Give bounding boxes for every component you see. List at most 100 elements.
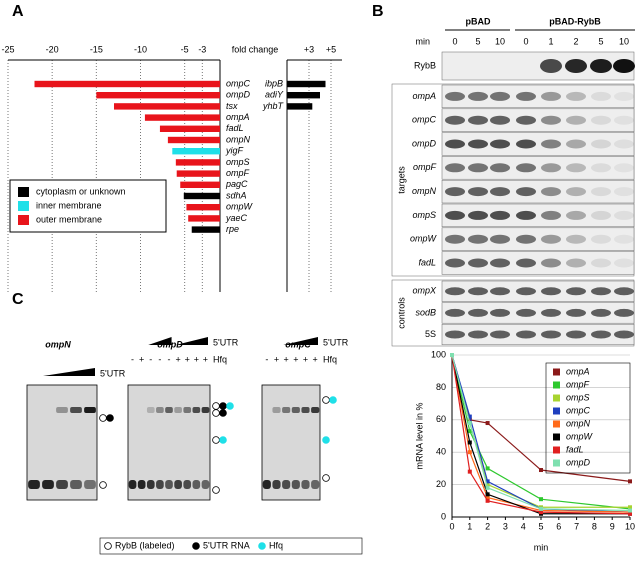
category-label: sdhA: [226, 190, 247, 200]
marker: [467, 440, 472, 445]
bar: [144, 114, 220, 121]
band: [590, 59, 612, 73]
band: [156, 407, 164, 413]
band: [56, 407, 68, 413]
marker: [467, 469, 472, 474]
axis-title: mRNA level in %: [414, 402, 424, 469]
marker: [485, 466, 490, 471]
marker: [539, 510, 543, 515]
band: [201, 480, 210, 489]
band: [262, 480, 271, 489]
band: [614, 330, 634, 339]
band: [516, 287, 536, 296]
plasmid-label: pBAD: [466, 16, 491, 26]
legend-swatch: [553, 394, 560, 402]
wedge: [283, 337, 318, 345]
symbol: [329, 396, 337, 404]
band: [541, 330, 561, 339]
band: [490, 330, 510, 339]
titration-label: 5'UTR: [100, 368, 126, 378]
band: [591, 91, 611, 101]
bar: [287, 80, 326, 88]
hfq-sign: +: [194, 354, 199, 364]
band: [614, 287, 634, 296]
legend-label: ompW: [566, 431, 594, 441]
marker: [485, 421, 490, 426]
band: [591, 330, 611, 339]
symbol: [212, 409, 220, 417]
marker: [628, 508, 632, 513]
category-label: ompF: [226, 168, 250, 178]
symbol: [219, 436, 227, 444]
marker: [539, 506, 543, 511]
x-tick-label: 9: [610, 521, 615, 531]
band: [516, 163, 536, 173]
symbol: [219, 402, 227, 410]
legend-box: [9, 179, 167, 233]
band: [192, 480, 201, 489]
band: [128, 480, 137, 489]
line: [451, 354, 631, 515]
panel-label: B: [372, 3, 384, 20]
marker: [628, 505, 632, 510]
band: [613, 59, 635, 73]
lane-label: 0: [523, 36, 528, 46]
band: [282, 480, 291, 489]
category-label: yigF: [225, 146, 244, 156]
band: [445, 91, 465, 101]
x-tick-label: 1: [467, 521, 472, 531]
symbol: [322, 474, 330, 482]
band: [540, 59, 562, 73]
wedge: [43, 368, 95, 376]
row-label: ompA: [412, 91, 436, 101]
band: [311, 407, 320, 413]
band: [174, 480, 182, 489]
category-label: ompS: [226, 157, 250, 167]
x-tick-label: -20: [46, 44, 59, 54]
symbol: [219, 409, 227, 417]
legend-swatch: [18, 215, 29, 225]
band: [468, 234, 488, 244]
legend-label: Hfq: [269, 540, 283, 550]
band: [541, 115, 561, 125]
row-label: fadL: [418, 257, 436, 267]
marker: [628, 479, 632, 484]
category-label: yhbT: [262, 101, 285, 111]
band: [541, 308, 561, 317]
band: [301, 480, 310, 489]
band: [311, 480, 320, 489]
legend-box: [545, 362, 631, 474]
x-tick-label: 2: [485, 521, 490, 531]
x-tick-label: -15: [90, 44, 103, 54]
bar: [175, 159, 220, 166]
lane-label: 10: [495, 36, 505, 46]
band: [146, 407, 155, 413]
row-label: ompN: [412, 186, 437, 196]
legend-swatch: [553, 420, 560, 428]
band: [468, 210, 488, 220]
blot-strip: [441, 108, 635, 132]
titration-label: 5'UTR: [323, 337, 349, 347]
marker: [485, 482, 490, 487]
marker: [467, 414, 472, 419]
plasmid-label: pBAD-RybB: [549, 16, 601, 26]
x-tick-label: -25: [1, 44, 14, 54]
symbol: [212, 436, 220, 444]
symbol: [226, 402, 234, 410]
legend-swatch: [553, 459, 560, 467]
band: [490, 308, 510, 317]
marker: [539, 497, 543, 502]
category-label: ibpB: [265, 78, 283, 88]
band: [28, 480, 40, 489]
band: [70, 407, 82, 413]
legend-label: ompF: [566, 379, 590, 389]
legend-swatch: [553, 446, 560, 454]
band: [614, 187, 634, 197]
band: [146, 480, 155, 489]
band: [541, 234, 561, 244]
band: [566, 139, 586, 149]
band: [614, 234, 634, 244]
line: [451, 354, 631, 482]
